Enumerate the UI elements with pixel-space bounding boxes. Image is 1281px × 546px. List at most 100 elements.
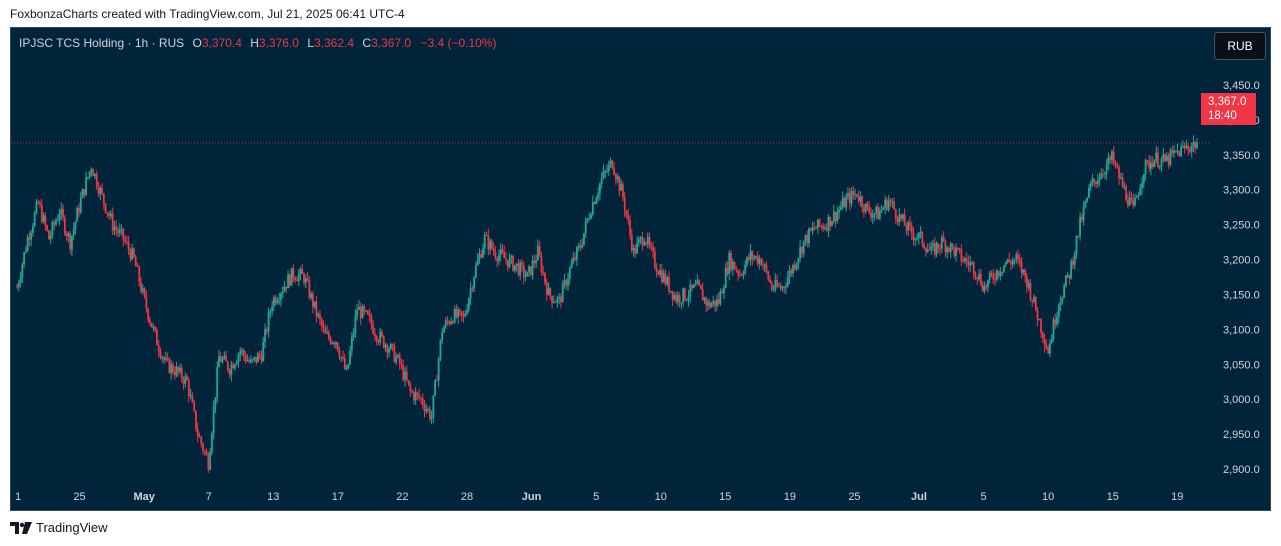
candle-body bbox=[276, 300, 279, 304]
tradingview-footer[interactable]: TradingView bbox=[10, 520, 108, 535]
candle-body bbox=[391, 343, 394, 346]
chart-panel[interactable]: 3,450.03,400.03,350.03,300.03,250.03,200… bbox=[10, 27, 1271, 511]
candle-body bbox=[521, 262, 523, 266]
candle-body bbox=[249, 359, 252, 363]
tradingview-logo-icon bbox=[10, 521, 32, 534]
candle-body bbox=[623, 196, 626, 211]
candle-body bbox=[510, 255, 513, 258]
symbol-name[interactable]: IPJSC TCS Holding · 1h · RUS bbox=[19, 36, 185, 50]
candle-body bbox=[558, 296, 561, 298]
candle-body bbox=[42, 215, 45, 222]
y-tick-label: 3,000.0 bbox=[1223, 394, 1260, 406]
candle-body bbox=[1128, 197, 1131, 206]
candle-body bbox=[574, 257, 577, 260]
candle-body bbox=[753, 257, 755, 259]
candle-body bbox=[1056, 316, 1058, 325]
candle-body bbox=[738, 274, 741, 276]
candle-body bbox=[825, 227, 828, 231]
candle-body bbox=[78, 208, 80, 213]
candle-body bbox=[1127, 199, 1129, 206]
candle-body bbox=[430, 417, 433, 419]
candle-body bbox=[1043, 338, 1046, 346]
candle-body bbox=[269, 311, 272, 313]
candle-body bbox=[1061, 297, 1064, 303]
candle-body bbox=[797, 258, 800, 264]
candle-body bbox=[905, 225, 908, 231]
candle-body bbox=[715, 299, 718, 307]
candle-body bbox=[730, 252, 732, 270]
candle-body bbox=[793, 264, 796, 269]
candle-body bbox=[474, 265, 477, 278]
candle-body bbox=[916, 238, 918, 240]
candle-body bbox=[820, 225, 823, 227]
candle-body bbox=[164, 358, 167, 360]
candle-body bbox=[288, 274, 291, 286]
candle-body bbox=[705, 297, 708, 306]
candle-body bbox=[485, 234, 488, 236]
candle-body bbox=[421, 398, 424, 406]
candle-body bbox=[280, 293, 282, 300]
candle-body bbox=[613, 168, 615, 175]
candle-body bbox=[145, 296, 148, 309]
candle-body bbox=[173, 372, 176, 376]
candle-body bbox=[641, 237, 644, 246]
candle-body bbox=[560, 296, 562, 303]
candle-body bbox=[55, 220, 57, 225]
x-tick-label: 13 bbox=[267, 491, 279, 503]
candle-body bbox=[990, 272, 993, 275]
candle-body bbox=[995, 270, 998, 280]
x-tick-label: 5 bbox=[593, 491, 599, 503]
candle-body bbox=[979, 273, 982, 285]
candle-body bbox=[1167, 155, 1170, 165]
open-value: 3,370.4 bbox=[201, 36, 242, 50]
candle-body bbox=[696, 280, 699, 285]
candle-body bbox=[1103, 173, 1106, 175]
footer-brand: TradingView bbox=[36, 520, 108, 535]
x-tick-label: 25 bbox=[848, 491, 860, 503]
candle-body bbox=[451, 321, 454, 323]
candle-body bbox=[599, 183, 601, 194]
candle-body bbox=[235, 362, 238, 365]
candle-body bbox=[409, 383, 412, 391]
candle-body bbox=[544, 272, 546, 283]
candle-body bbox=[1114, 162, 1117, 165]
candle-body bbox=[724, 267, 727, 288]
candle-body bbox=[195, 410, 197, 430]
candle-body bbox=[294, 277, 297, 280]
candle-body bbox=[262, 341, 265, 362]
y-tick-label: 3,100.0 bbox=[1223, 324, 1260, 336]
candle-body bbox=[643, 242, 646, 246]
candle-body bbox=[432, 395, 435, 418]
candle-body bbox=[1011, 260, 1014, 265]
x-tick-label: 28 bbox=[461, 491, 473, 503]
candle-body bbox=[1111, 151, 1113, 160]
candle-body bbox=[756, 256, 759, 264]
candle-body bbox=[1121, 177, 1124, 188]
candle-body bbox=[940, 237, 943, 249]
candle-body bbox=[1176, 150, 1179, 152]
candle-body bbox=[1045, 345, 1048, 348]
candle-body bbox=[657, 271, 660, 275]
candle-body bbox=[652, 247, 654, 252]
candle-body bbox=[490, 240, 493, 249]
candle-body bbox=[648, 236, 651, 246]
candle-body bbox=[127, 241, 130, 250]
candle-body bbox=[907, 222, 910, 231]
y-tick-label: 3,150.0 bbox=[1223, 289, 1260, 301]
candle-body bbox=[811, 227, 814, 231]
currency-button[interactable]: RUB bbox=[1214, 32, 1266, 60]
price-chart[interactable]: 3,450.03,400.03,350.03,300.03,250.03,200… bbox=[11, 28, 1270, 510]
candle-body bbox=[315, 301, 318, 316]
candle-body bbox=[83, 189, 86, 195]
candle-body bbox=[659, 270, 662, 275]
candle-body bbox=[1181, 146, 1184, 148]
x-tick-label: 19 bbox=[784, 491, 796, 503]
candle-body bbox=[273, 297, 275, 307]
y-tick-label: 3,250.0 bbox=[1223, 220, 1260, 232]
candle-body bbox=[444, 320, 447, 328]
candle-body bbox=[813, 227, 816, 229]
candle-body bbox=[106, 212, 109, 214]
candle-body bbox=[754, 256, 757, 258]
candle-body bbox=[352, 332, 355, 338]
candle-body bbox=[554, 301, 557, 303]
